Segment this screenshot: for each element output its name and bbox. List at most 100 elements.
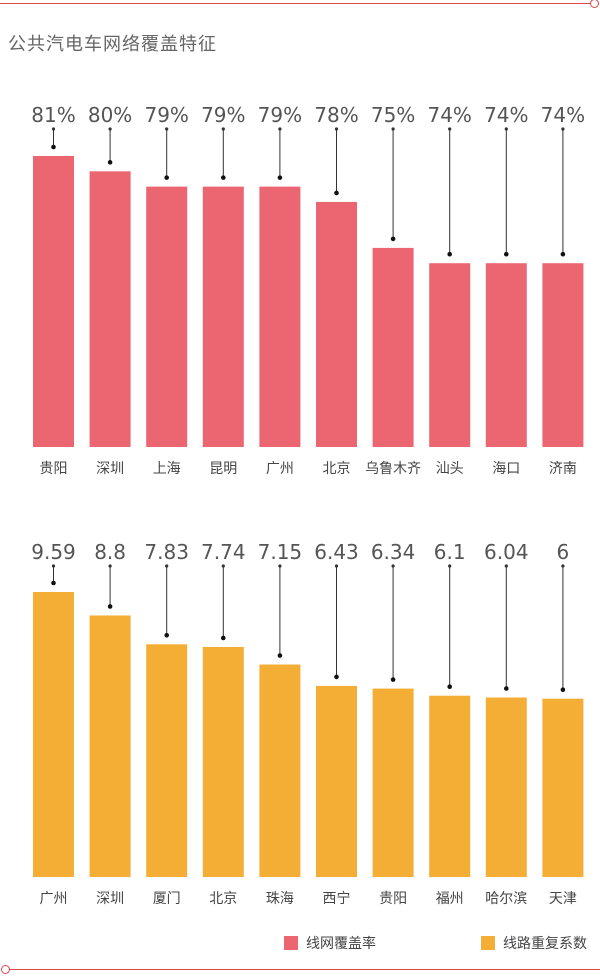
- coverage-leader-dot: [334, 127, 339, 131]
- coverage-category-label: 昆明: [209, 461, 237, 477]
- legend-swatch-coverage: [284, 936, 298, 950]
- coverage-bar: [146, 186, 188, 447]
- repeat-leader-dot: [107, 604, 113, 609]
- coverage-value-label: 81%: [31, 103, 75, 127]
- coverage-category-label: 海口: [492, 461, 520, 477]
- repeat-value-label: 7.15: [258, 540, 303, 564]
- repeat-category-label: 厦门: [153, 891, 181, 907]
- coverage-bar: [542, 263, 584, 447]
- coverage-leader-dot: [391, 127, 395, 131]
- coverage-leader-dot: [448, 127, 452, 131]
- coverage-bar: [202, 186, 244, 447]
- coverage-leader-dot: [164, 175, 169, 180]
- repeat-leader-dot: [108, 564, 112, 568]
- repeat-leader-dot: [390, 677, 396, 682]
- repeat-leader-dot: [51, 564, 56, 568]
- repeat-leader-dot: [447, 684, 453, 690]
- repeat-bar: [89, 615, 131, 877]
- repeat-leader-dot: [560, 687, 566, 692]
- repeat-leader-dot: [165, 564, 169, 568]
- repeat-category-label: 福州: [436, 891, 464, 907]
- repeat-leader-dot: [277, 653, 283, 658]
- coverage-leader-dot: [221, 175, 226, 180]
- coverage-bar: [33, 156, 74, 447]
- repeat-bar: [259, 664, 301, 877]
- coverage-bar: [485, 263, 527, 447]
- coverage-leader-dot: [560, 251, 566, 257]
- repeat-leader-dot: [221, 564, 225, 568]
- repeat-category-label: 广州: [40, 891, 68, 907]
- repeat-value-label: 9.59: [31, 540, 76, 564]
- legend-swatch-repeat: [481, 936, 495, 950]
- frame-corner-dot: [590, 0, 599, 8]
- repeat-leader-dot: [391, 564, 395, 568]
- coverage-value-label: 74%: [484, 103, 528, 127]
- repeat-value-label: 6.04: [484, 540, 529, 564]
- coverage-leader-dot: [108, 127, 112, 131]
- coverage-value-label: 80%: [88, 103, 132, 127]
- coverage-bar: [372, 247, 414, 447]
- repeat-leader-dot: [278, 564, 282, 568]
- bottom-frame-line: [6, 969, 600, 970]
- repeat-value-label: 8.8: [94, 540, 126, 564]
- coverage-category-label: 贵阳: [40, 461, 68, 477]
- coverage-leader-dot: [107, 160, 113, 165]
- page-title: 公共汽电车网络覆盖特征: [8, 34, 217, 55]
- coverage-category-label: 深圳: [96, 461, 124, 477]
- repeat-bar: [429, 695, 471, 877]
- frame-corner-dot: [1, 965, 10, 974]
- coverage-leader-dot: [277, 175, 283, 180]
- coverage-leader-dot: [278, 127, 282, 131]
- coverage-value-label: 78%: [314, 103, 358, 127]
- repeat-category-label: 贵阳: [379, 891, 407, 907]
- coverage-value-label: 74%: [541, 103, 585, 127]
- repeat-value-label: 7.83: [144, 540, 189, 564]
- coverage-bar: [316, 201, 357, 447]
- repeat-value-label: 6.1: [434, 540, 466, 564]
- repeat-leader-dot: [504, 564, 508, 568]
- coverage-leader-dot: [221, 127, 225, 131]
- coverage-leader-dot: [51, 127, 56, 131]
- repeat-leader-dot: [221, 635, 226, 641]
- repeat-leader-dot: [164, 633, 169, 638]
- repeat-value-label: 6.43: [314, 540, 359, 564]
- repeat-bar: [33, 592, 74, 877]
- coverage-value-label: 79%: [258, 103, 302, 127]
- legend-item-repeat: 线路重复系数: [481, 933, 587, 953]
- repeat-bar: [316, 685, 357, 877]
- coverage-category-label: 乌鲁木齐: [365, 461, 421, 477]
- repeat-leader-dot: [504, 686, 509, 691]
- coverage-leader-dot: [390, 236, 396, 242]
- repeat-value-label: 7.74: [201, 540, 246, 564]
- coverage-category-label: 上海: [153, 461, 181, 477]
- coverage-category-label: 北京: [323, 461, 351, 477]
- coverage-bar: [89, 171, 131, 447]
- repeat-category-label: 哈尔滨: [485, 891, 527, 907]
- coverage-category-label: 广州: [266, 461, 294, 477]
- repeat-leader-dot: [51, 580, 56, 586]
- coverage-bar: [429, 263, 471, 447]
- coverage-category-label: 汕头: [436, 461, 464, 477]
- coverage-value-label: 79%: [144, 103, 188, 127]
- repeat-leader-dot: [334, 674, 339, 680]
- legend-item-coverage: 线网覆盖率: [284, 933, 376, 953]
- repeat-category-label: 北京: [209, 891, 237, 907]
- repeat-category-label: 西宁: [323, 890, 351, 907]
- legend-label-coverage: 线网覆盖率: [306, 936, 376, 952]
- repeat-leader-dot: [561, 564, 565, 568]
- top-frame-line: [0, 3, 594, 4]
- coverage-category-label: 济南: [549, 461, 577, 477]
- coverage-value-label: 75%: [371, 103, 415, 127]
- coverage-leader-dot: [561, 127, 565, 131]
- coverage-value-label: 74%: [427, 103, 471, 127]
- repeat-category-label: 珠海: [266, 891, 294, 907]
- repeat-bar: [542, 698, 584, 877]
- coverage-leader-dot: [51, 144, 56, 150]
- repeat-leader-dot: [334, 564, 339, 568]
- coverage-leader-dot: [447, 251, 453, 257]
- repeat-bar: [202, 646, 244, 877]
- repeat-category-label: 天津: [549, 891, 577, 907]
- repeat-value-label: 6.34: [371, 540, 416, 564]
- coverage-leader-dot: [504, 127, 508, 131]
